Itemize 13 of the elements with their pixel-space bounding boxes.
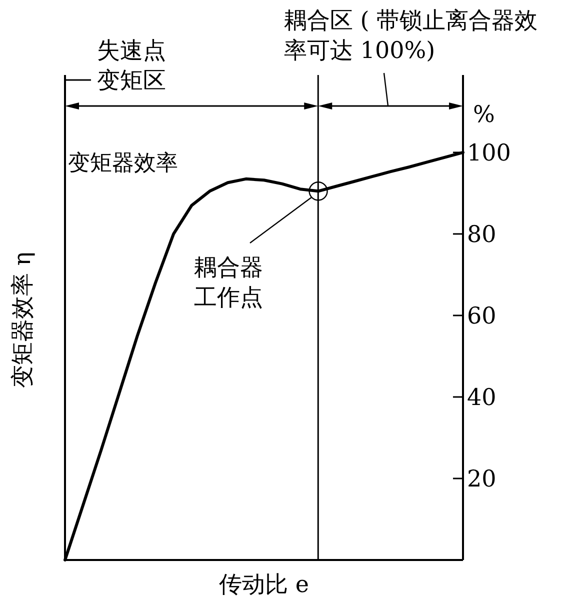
text: 失速点 (97, 38, 166, 64)
y-tick-label: 60 (467, 303, 496, 330)
text: % (473, 102, 495, 128)
annotation: 耦合器工作点 (194, 255, 263, 311)
y-tick-label: 80 (467, 222, 496, 248)
y-tick-label: 20 (467, 466, 496, 492)
text: 耦合区 ( 带锁止离合器效率可达 100%) (284, 8, 538, 64)
x-axis-title: 传动比 e (219, 572, 309, 598)
y-tick-label: 40 (467, 384, 496, 411)
annotation: 变矩区 (97, 68, 166, 94)
annotation: 变矩器效率 (68, 151, 178, 176)
text: 变矩器效率 η (10, 252, 36, 388)
y-tick-label: 100 (467, 140, 511, 166)
